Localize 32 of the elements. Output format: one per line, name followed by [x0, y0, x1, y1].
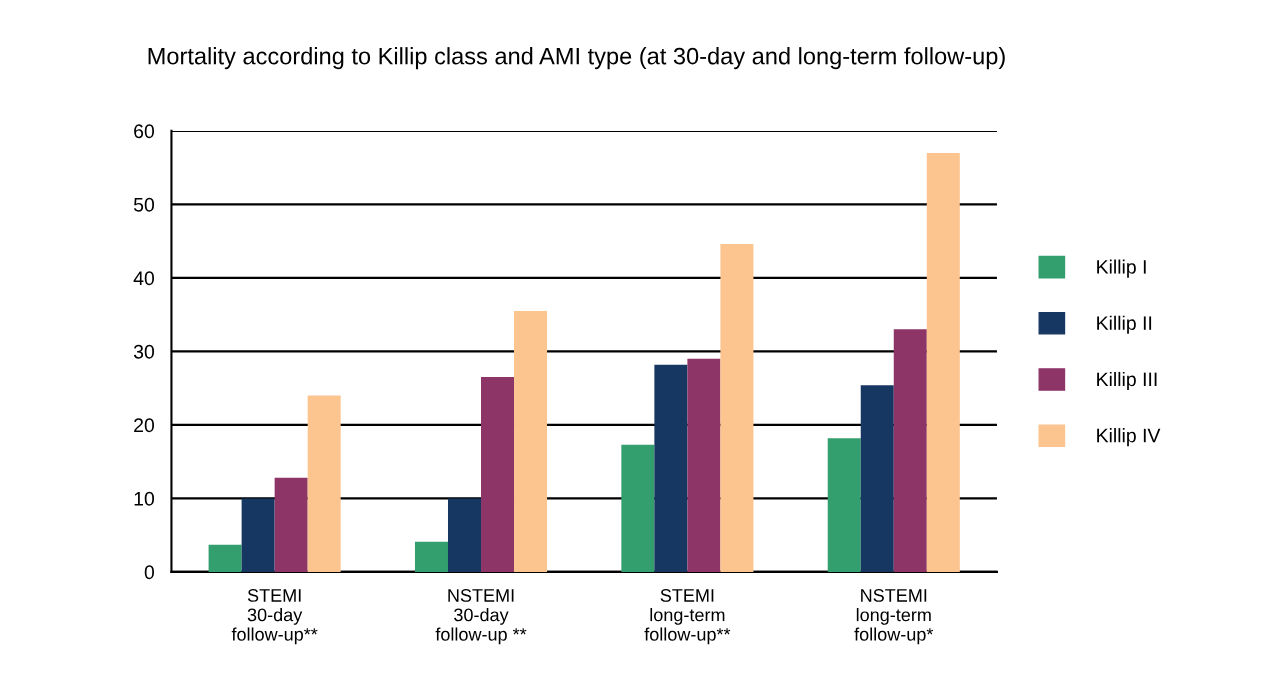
bar — [414, 541, 448, 572]
bar — [514, 310, 548, 572]
bar — [208, 544, 242, 572]
bar — [654, 364, 688, 572]
chart-title: Mortality according to Killip class and AMI type (at 30-day and long-term follow-up) — [148, 47, 1005, 70]
y-tick-label: 40 — [133, 271, 155, 286]
bar — [720, 244, 754, 572]
x-tick-label: NSTEMI long-term follow-up* — [854, 589, 934, 645]
y-tick-label: 30 — [133, 344, 155, 359]
y-tick-label: 0 — [144, 565, 155, 580]
bar — [827, 438, 861, 572]
legend-label: Killip I — [1097, 259, 1146, 278]
y-tick-label: 20 — [134, 418, 155, 433]
x-tick-label: STEMI long-term follow-up** — [644, 589, 731, 645]
x-tick-label: NSTEMI 30-day follow-up ** — [435, 589, 527, 645]
legend-label: Killip IV — [1097, 428, 1161, 447]
bar — [307, 395, 341, 572]
bar — [447, 498, 482, 572]
bar — [621, 444, 655, 572]
bar — [481, 377, 515, 572]
bar — [860, 385, 894, 572]
bar — [926, 152, 960, 572]
x-tick-label: STEMI 30-day follow-up** — [231, 589, 318, 645]
bar — [893, 329, 927, 572]
legend-label: Killip II — [1097, 315, 1152, 334]
y-tick-label: 60 — [134, 124, 155, 139]
bar — [274, 477, 308, 572]
bar — [687, 358, 721, 572]
y-tick-label: 10 — [134, 491, 155, 506]
bar — [241, 498, 275, 572]
legend-label: Killip III — [1097, 371, 1157, 391]
y-tick-label: 50 — [133, 197, 155, 212]
